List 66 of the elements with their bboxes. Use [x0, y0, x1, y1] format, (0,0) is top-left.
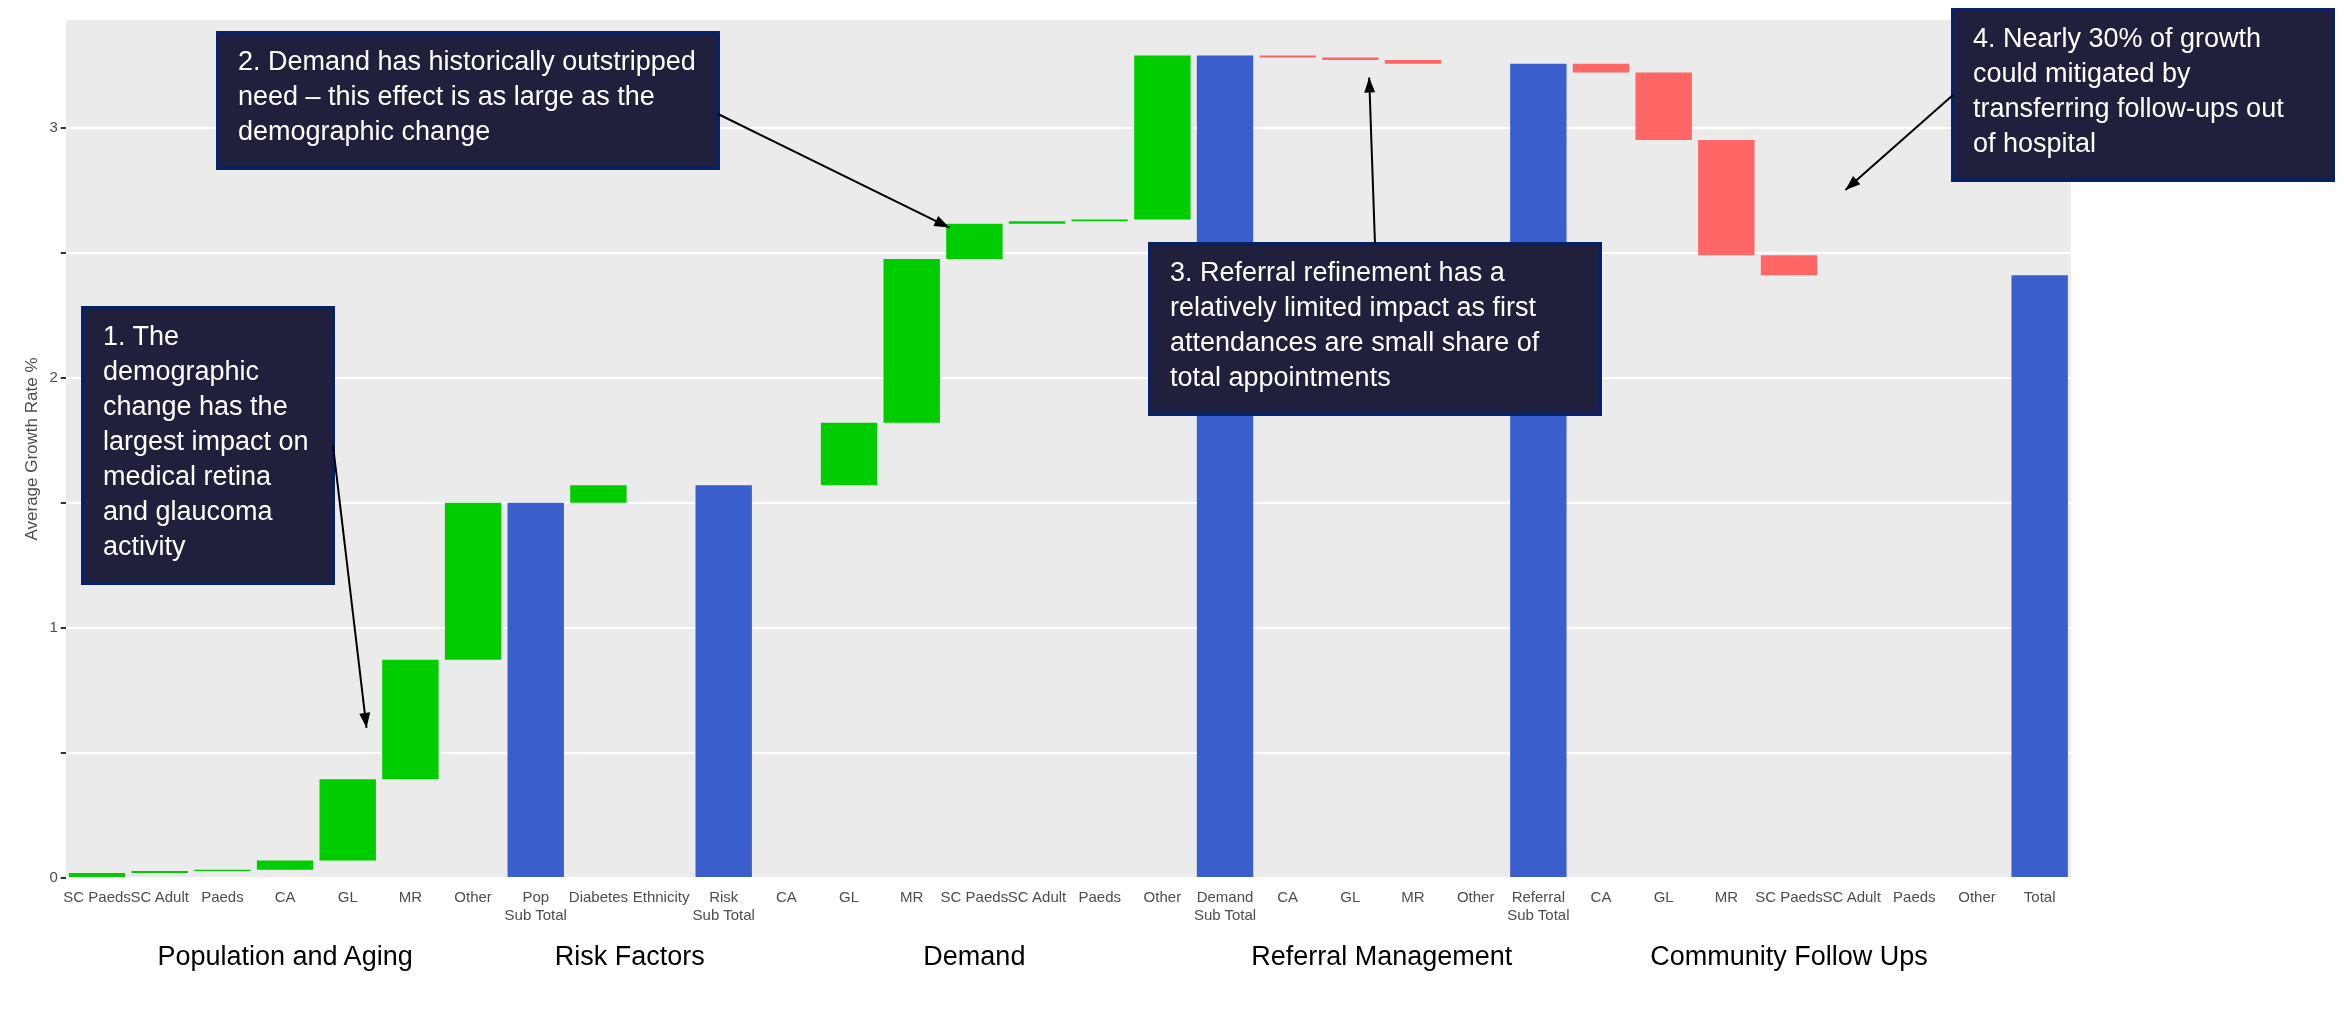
bar — [695, 485, 752, 877]
x-tick-label: Other — [454, 888, 492, 906]
bar — [256, 860, 314, 870]
x-tick-label: GL — [337, 888, 358, 906]
annotation: 3. Referral refinement has a relatively limited impact as first attendances are small share of total appointments — [1170, 256, 1540, 392]
bar — [1134, 55, 1191, 220]
x-tick-label: CA — [1590, 888, 1612, 906]
bar — [1698, 140, 1755, 256]
bar — [444, 502, 502, 660]
bar — [1572, 63, 1630, 73]
x-tick-label: CA — [1277, 888, 1299, 906]
x-tick-label: Referral Sub Total — [1507, 888, 1570, 924]
bar — [820, 422, 878, 486]
annotation: 4. Nearly 30% of growth could mitigated by transferring follow-ups out of hospital — [1973, 22, 2285, 158]
bar — [1384, 60, 1442, 64]
x-tick-label: Other — [1143, 888, 1182, 906]
x-tick-label: Other — [1456, 888, 1495, 906]
x-tick-label: SC Adult — [1007, 888, 1068, 906]
y-tick-label: 0 — [49, 868, 58, 886]
text: Community Follow Ups — [1650, 941, 1928, 972]
x-tick-label: MR — [398, 888, 423, 906]
bar — [570, 485, 627, 503]
x-tick-label: SC Paeds — [1755, 888, 1823, 906]
annotation: 2. Demand has historically outstripped need – this effect is as large as the demographic change — [238, 45, 696, 146]
x-tick-label: GL — [1340, 888, 1361, 906]
y-axis-title: Average Growth Rate % — [21, 357, 41, 541]
x-tick-label: CA — [274, 888, 296, 906]
x-tick-label: Other — [1958, 888, 1996, 906]
text: Risk Factors — [554, 941, 705, 972]
x-tick-label: Paeds — [201, 888, 244, 906]
x-tick-label: Paeds — [1893, 888, 1936, 906]
x-tick-label: Total — [2023, 888, 2056, 906]
text: Referral Management — [1251, 941, 1513, 972]
x-tick-label: MR — [900, 888, 924, 906]
bar — [883, 258, 940, 423]
bar — [1760, 255, 1818, 276]
x-tick-label: SC Adult — [130, 888, 190, 906]
x-tick-label: SC Paeds — [940, 888, 1009, 906]
bar — [1259, 55, 1316, 58]
bar — [2011, 275, 2068, 877]
x-tick-label: MR — [1714, 888, 1739, 906]
x-tick-label: GL — [1653, 888, 1674, 906]
y-tick-label: 1 — [49, 617, 58, 635]
y-tick-label: 2 — [49, 367, 58, 385]
bar — [68, 873, 126, 877]
x-tick-label: GL — [839, 888, 860, 906]
bar — [946, 223, 1003, 259]
x-tick-label: Paeds — [1078, 888, 1121, 906]
x-tick-label: Risk Sub Total — [692, 888, 755, 924]
x-tick-label: Pop Sub Total — [504, 888, 567, 924]
bar — [319, 779, 376, 861]
text: Population and Aging — [157, 941, 413, 972]
x-tick-label: Diabetes — [568, 888, 628, 906]
x-tick-label: SC Paeds — [63, 888, 131, 906]
x-tick-label: MR — [1401, 888, 1425, 906]
x-tick-label: Demand Sub Total — [1193, 888, 1257, 924]
bar — [507, 502, 564, 877]
bar — [1008, 221, 1066, 224]
x-tick-label: Ethnicity — [632, 888, 690, 906]
x-tick-label: SC Adult — [1822, 888, 1882, 906]
text: Demand — [923, 941, 1026, 972]
bar — [1635, 72, 1692, 141]
annotation: 1. The demographic change has the largest impact on medical retina and glaucoma activity — [103, 320, 309, 561]
y-tick-label: 3 — [49, 117, 58, 135]
bar — [382, 659, 439, 780]
x-tick-label: CA — [775, 888, 797, 906]
